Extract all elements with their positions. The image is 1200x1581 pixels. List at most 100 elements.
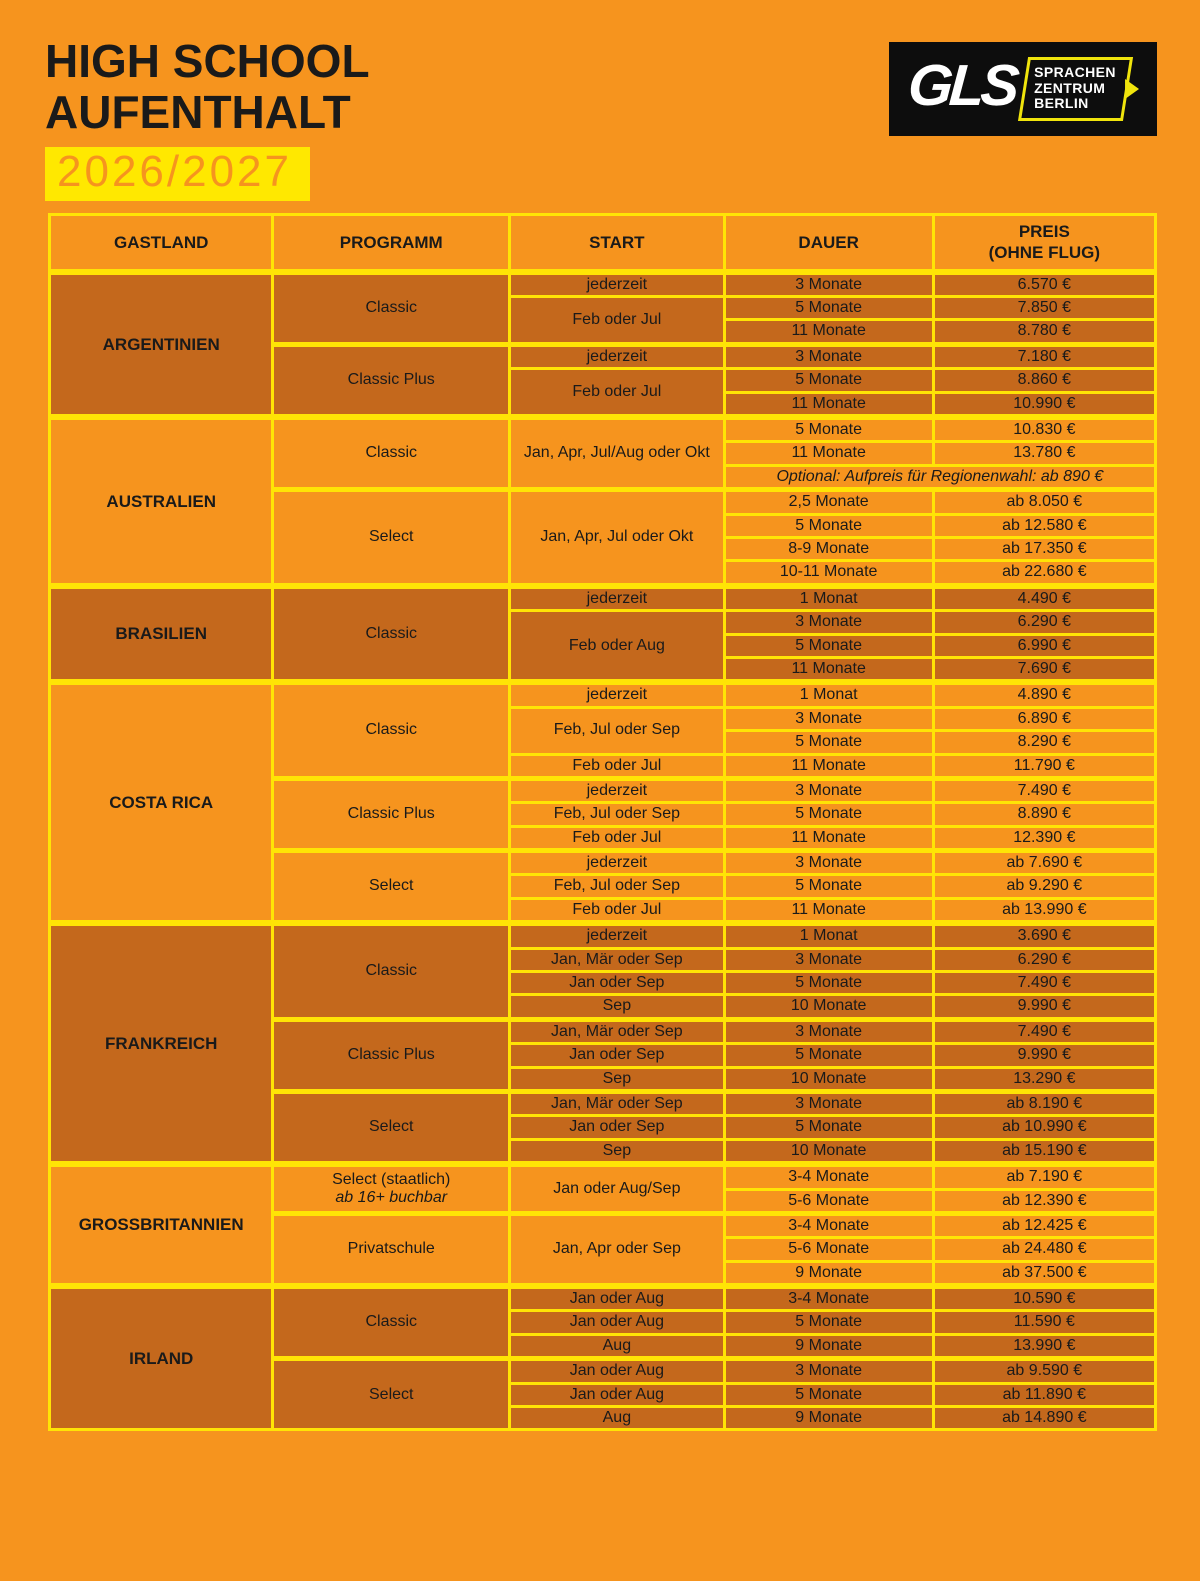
table-row: Feb oder Jul 11 Monate 11.790 € [50, 752, 1158, 780]
col-header-gastland: GASTLAND [47, 213, 275, 275]
dauer-cell: 3 Monate [722, 705, 935, 733]
preis-cell: 7.690 € [931, 655, 1158, 684]
preis-cell: 11.790 € [931, 752, 1158, 780]
table-row: BRASILIEN Classic jederzeit 1 Monat 4.490 € [47, 582, 1158, 684]
title-block: HIGH SCHOOL AUFENTHALT 2026/2027 [45, 36, 370, 202]
start-cell: Feb oder Jul [508, 367, 726, 419]
start-cell: Jan, Mär oder Sep [508, 1016, 726, 1046]
logo-line-berlin: BERLIN [1034, 95, 1089, 112]
table-row: Feb, Jul oder Sep 5 Monate 8.890 € [50, 801, 1158, 828]
preis-cell: 13.780 € [931, 440, 1158, 467]
page-title-line1: HIGH SCHOOL [45, 35, 370, 87]
dauer-cell: 5 Monate [722, 1042, 935, 1069]
table-row: 5 Monate 6.990 € [50, 632, 1158, 659]
table-row: Privatschule Jan, Apr oder Sep 3-4 Monate a… [50, 1210, 1158, 1288]
table-row: 5-6 Monate ab 24.480 € [50, 1236, 1158, 1263]
start-cell: Aug [508, 1332, 726, 1361]
preis-cell: 12.390 € [931, 824, 1158, 853]
dauer-cell: 11 Monate [722, 318, 935, 346]
preis-cell: ab 12.425 € [931, 1210, 1158, 1240]
table-row: 11 Monate 13.780 € [50, 440, 1158, 467]
table-row: 11 Monate 8.780 € [50, 318, 1158, 346]
start-cell: Feb oder Jul [508, 752, 726, 780]
preis-cell: 10.590 € [931, 1283, 1158, 1313]
start-cell: Feb, Jul oder Sep [508, 873, 726, 900]
country-cell: FRANKREICH [47, 920, 275, 1166]
start-cell: Jan oder Aug/Sep [508, 1161, 726, 1215]
start-cell: jederzeit [508, 775, 726, 805]
dauer-cell: 1 Monat [722, 920, 935, 950]
table-row: AUSTRALIEN Classic Jan, Apr, Jul/Aug oder … [47, 414, 1158, 588]
program-cell: Privatschule [271, 1210, 512, 1288]
dauer-cell: 3-4 Monate [722, 1210, 935, 1240]
table-row: Feb oder Jul 5 Monate 8.860 € [50, 367, 1158, 419]
table-row: Feb, Jul oder Sep 3 Monate 6.890 € [50, 705, 1158, 756]
table-row: Jan oder Sep 5 Monate 9.990 € [50, 1042, 1158, 1069]
dauer-cell: 2,5 Monate [722, 487, 935, 516]
preis-cell: 7.850 € [931, 295, 1158, 322]
start-cell: jederzeit [508, 848, 726, 877]
program-cell: Select [271, 1088, 512, 1166]
col-header-programm: PROGRAMM [271, 213, 512, 275]
pricing-table-container: GASTLAND PROGRAMM START DAUER PREIS (OHN… [47, 213, 1158, 1432]
program-cell: Classic [271, 414, 512, 492]
preis-cell: 6.990 € [931, 632, 1158, 659]
table-row: Select Jan oder Aug 3 Monate ab 9.590 € [50, 1356, 1158, 1432]
table-row: Feb oder Aug 3 Monate 6.290 € [50, 609, 1158, 684]
dauer-cell: 1 Monat [722, 582, 935, 613]
preis-cell: 4.890 € [931, 679, 1158, 709]
dauer-cell: 11 Monate [722, 655, 935, 684]
program-cell: Classic [271, 582, 512, 684]
page-title: HIGH SCHOOL AUFENTHALT [45, 36, 370, 137]
preis-cell: ab 8.050 € [931, 487, 1158, 516]
dauer-cell: 11 Monate [722, 440, 935, 467]
preis-cell: 10.830 € [931, 414, 1158, 444]
pricing-table-body: ARGENTINIEN Classic jederzeit 3 Monate 6.570… [47, 268, 1158, 1432]
table-row: Feb oder Jul 5 Monate 7.850 € [50, 295, 1158, 346]
preis-cell: 6.890 € [931, 705, 1158, 733]
dauer-cell: 3 Monate [722, 775, 935, 805]
preis-cell: 8.780 € [931, 318, 1158, 346]
table-row: Feb oder Jul 11 Monate ab 13.990 € [50, 896, 1158, 925]
preis-cell: 7.180 € [931, 341, 1158, 371]
start-cell: Jan, Mär oder Sep [508, 1088, 726, 1118]
program-cell: Select [271, 487, 512, 588]
start-cell: Jan, Mär oder Sep [508, 946, 726, 974]
start-cell: Jan oder Sep [508, 1114, 726, 1141]
dauer-cell: 5 Monate [722, 1114, 935, 1141]
gls-logo-wordmark: GLS [905, 53, 1018, 118]
table-row: Select jederzeit 3 Monate ab 7.690 € [50, 848, 1158, 925]
dauer-cell: 3 Monate [722, 946, 935, 974]
dauer-cell: 10-11 Monate [722, 559, 935, 588]
dauer-cell: 8-9 Monate [722, 535, 935, 563]
preis-cell: 8.290 € [931, 729, 1158, 756]
preis-cell: 7.490 € [931, 969, 1158, 997]
table-row: 5 Monate ab 12.580 € [50, 512, 1158, 540]
start-cell: jederzeit [508, 679, 726, 709]
preis-cell: 6.290 € [931, 609, 1158, 636]
table-row: Jan oder Sep 5 Monate 7.490 € [50, 969, 1158, 997]
table-row: Jan oder Aug 5 Monate 11.590 € [50, 1309, 1158, 1336]
start-cell: jederzeit [508, 341, 726, 371]
table-row: Jan oder Aug 5 Monate ab 11.890 € [50, 1381, 1158, 1409]
preis-cell: 8.890 € [931, 801, 1158, 828]
preis-cell: 3.690 € [931, 920, 1158, 950]
dauer-cell: 3 Monate [722, 848, 935, 877]
dauer-cell: 11 Monate [722, 752, 935, 780]
pricing-table: GASTLAND PROGRAMM START DAUER PREIS (OHN… [47, 213, 1158, 1432]
start-cell: jederzeit [508, 268, 726, 299]
start-cell: Feb oder Aug [508, 609, 726, 684]
program-cell: Classic Plus [271, 1016, 512, 1093]
program-cell: Classic [271, 268, 512, 346]
preis-cell: 9.990 € [931, 1042, 1158, 1069]
program-cell: Classic Plus [271, 775, 512, 853]
table-row: Select Jan, Mär oder Sep 3 Monate ab 8.190 … [50, 1088, 1158, 1166]
table-row: Select Jan, Apr, Jul oder Okt 2,5 Monate ab… [50, 487, 1158, 588]
dauer-cell: 5 Monate [722, 729, 935, 756]
start-cell: Jan oder Aug [508, 1309, 726, 1336]
preis-cell: ab 15.190 € [931, 1137, 1158, 1166]
preis-cell: 4.490 € [931, 582, 1158, 613]
preis-cell: 13.290 € [931, 1065, 1158, 1093]
dauer-cell: 10 Monate [722, 993, 935, 1021]
start-cell: jederzeit [508, 920, 726, 950]
